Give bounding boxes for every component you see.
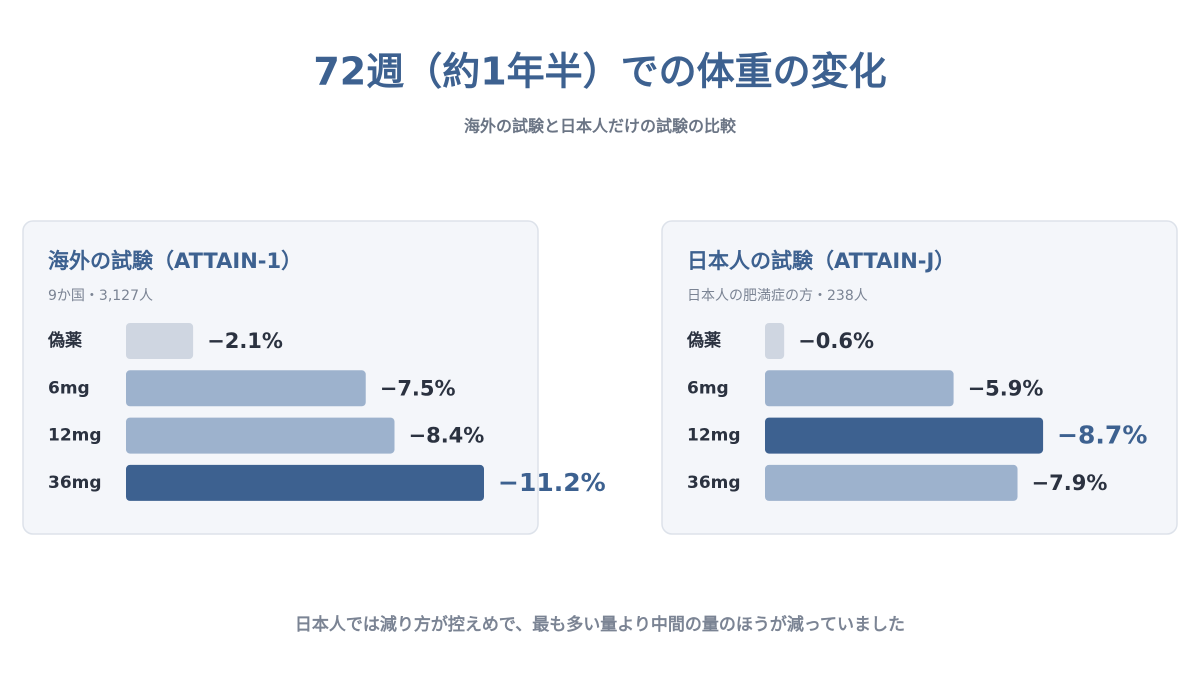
chart-title: 日本人の試験（ATTAIN-J）	[687, 249, 955, 273]
bar	[126, 464, 484, 501]
category-label: 12mg	[687, 426, 741, 446]
category-label: 36mg	[48, 473, 102, 493]
bar	[765, 370, 954, 407]
value-label: −5.9%	[968, 376, 1044, 400]
bar	[126, 323, 194, 359]
category-label: 36mg	[687, 473, 741, 493]
page-subtitle: 海外の試験と日本人だけの試験の比較	[464, 117, 737, 136]
category-label: 偽薬	[686, 330, 721, 351]
bar	[126, 417, 395, 454]
page-title: 72週（約1年半）での体重の変化	[313, 50, 886, 94]
category-label: 12mg	[48, 426, 102, 446]
category-label: 6mg	[687, 378, 729, 398]
bar	[765, 417, 1044, 454]
chart-title: 海外の試験（ATTAIN-1）	[48, 249, 302, 273]
value-label: −8.7%	[1057, 421, 1147, 450]
category-label: 偽薬	[47, 330, 82, 351]
value-label: −8.4%	[409, 424, 485, 448]
chart-subtitle: 9か国・3,127人	[48, 288, 153, 304]
value-label: −2.1%	[207, 329, 283, 353]
value-label: −0.6%	[798, 329, 874, 353]
footnote: 日本人では減り方が控えめで、最も多い量より中間の量のほうが減っていました	[295, 614, 905, 635]
value-label: −11.2%	[498, 468, 606, 497]
chart-subtitle: 日本人の肥満症の方・238人	[687, 288, 868, 304]
bar	[765, 323, 785, 359]
bar	[765, 464, 1018, 501]
bar	[126, 370, 366, 407]
value-label: −7.9%	[1032, 471, 1108, 495]
category-label: 6mg	[48, 378, 90, 398]
value-label: −7.5%	[380, 376, 456, 400]
